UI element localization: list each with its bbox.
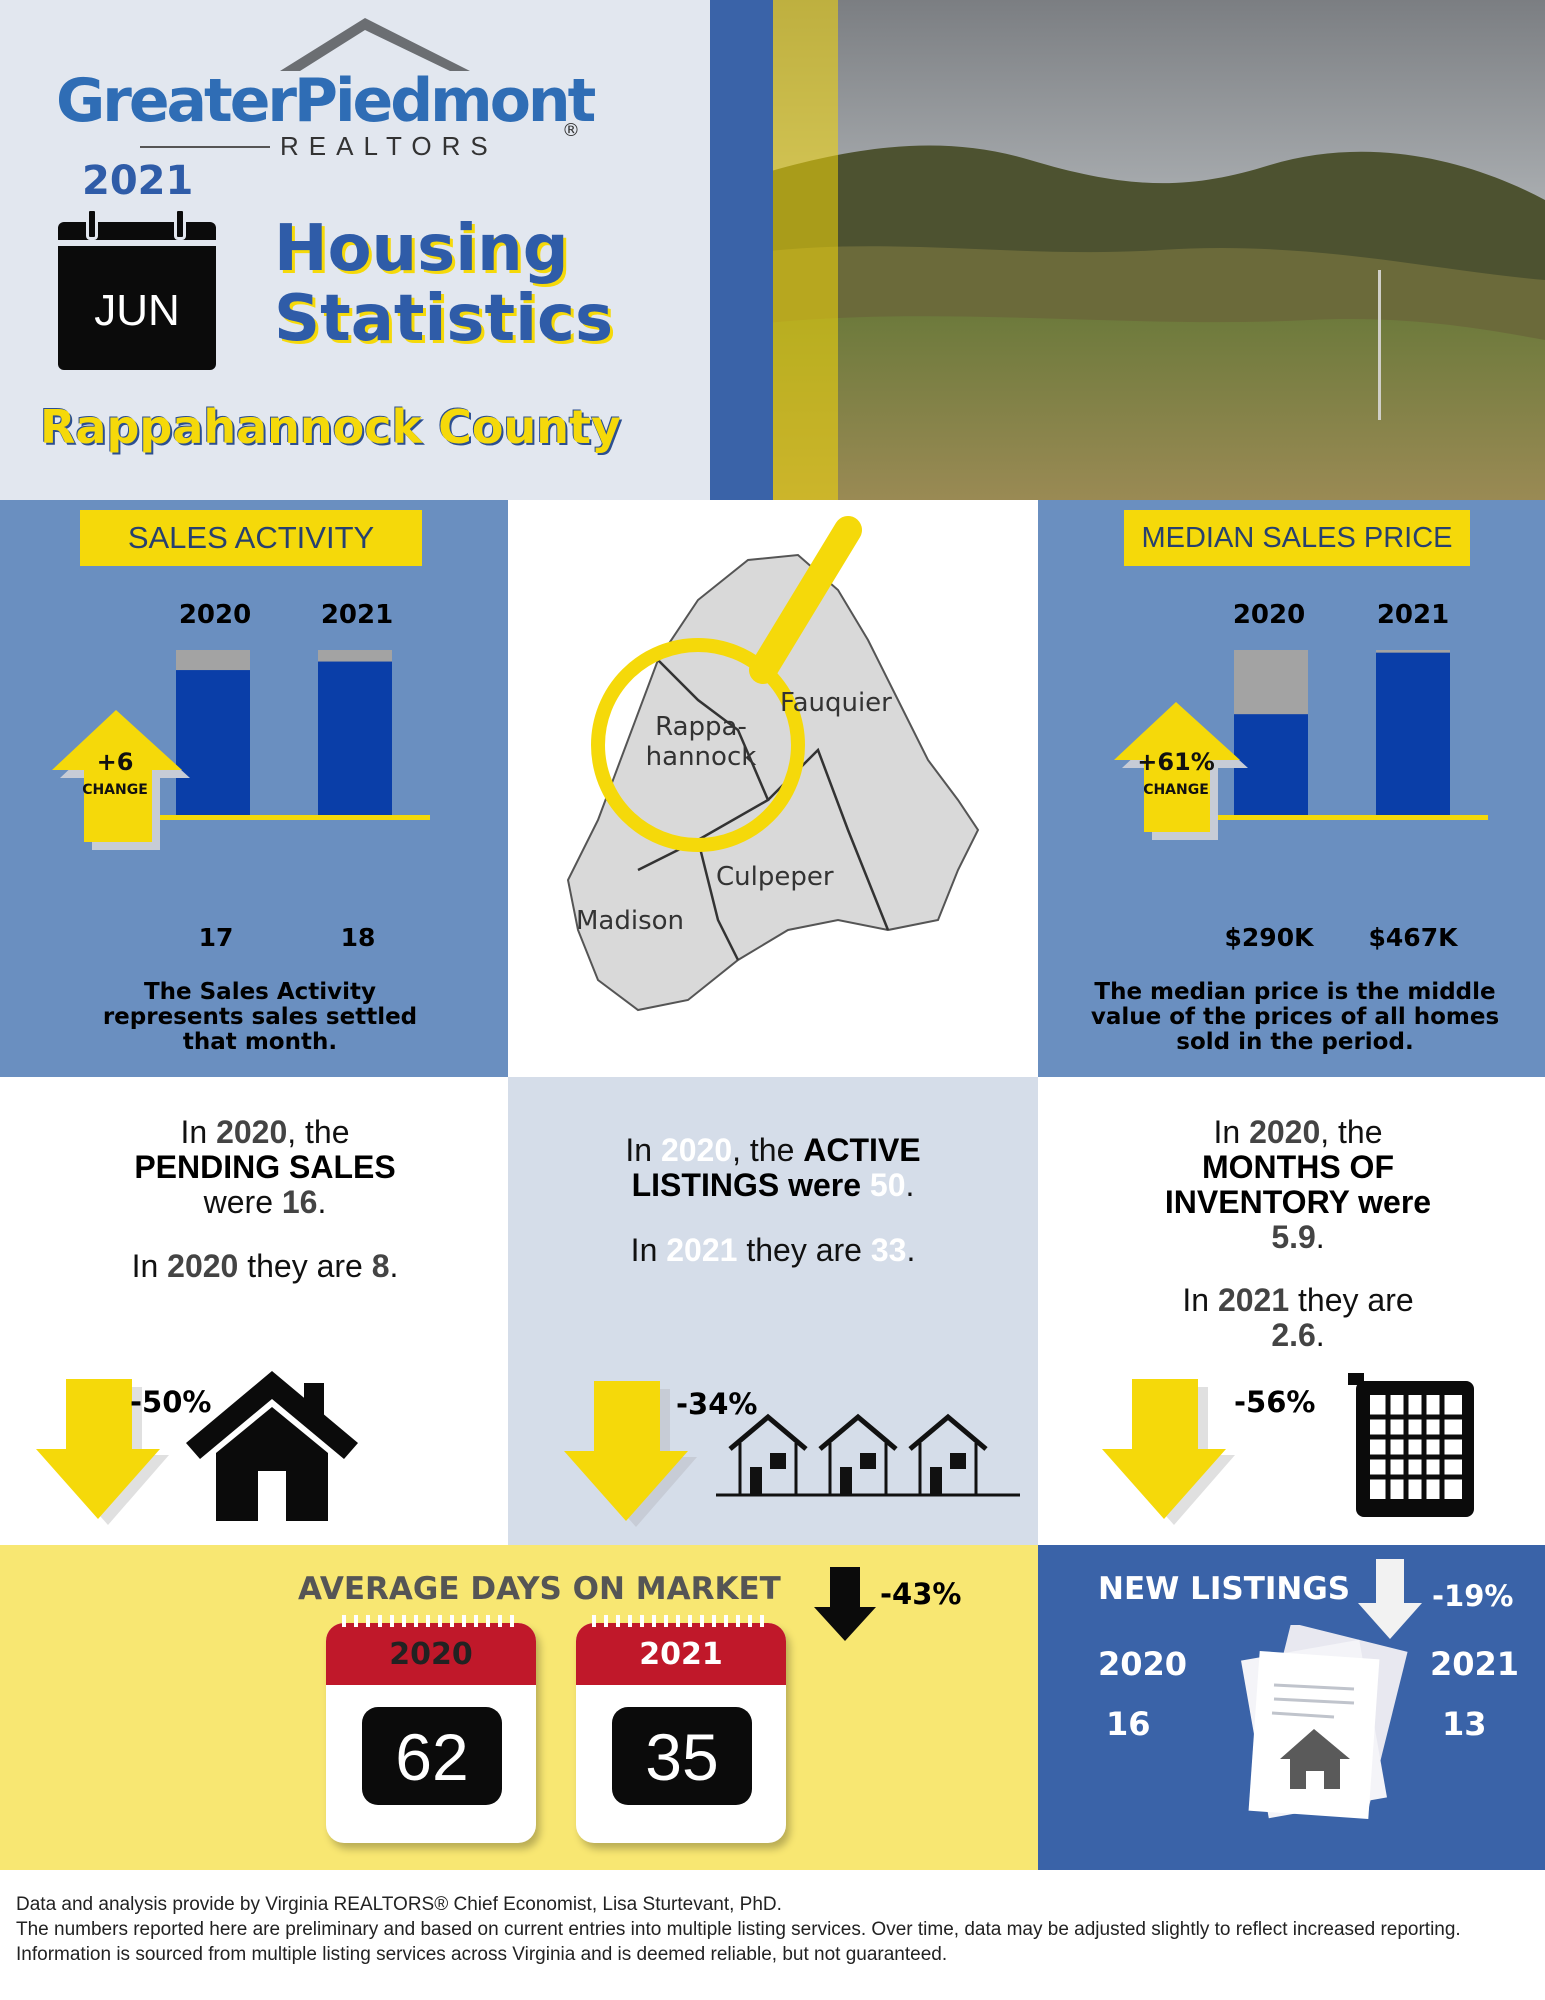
mp-year-2021: 2021 — [1376, 600, 1450, 630]
inventory-panel: In 2020, the MONTHS OF INVENTORY were 5.… — [1038, 1077, 1545, 1545]
mp-note: The median price is the middle value of … — [1090, 979, 1500, 1055]
sa-value-2020: 17 — [198, 923, 234, 952]
dom-year-2020: 2020 — [389, 1637, 473, 1672]
down-arrow-white-icon — [1358, 1559, 1422, 1639]
pending-pct: -50% — [130, 1385, 212, 1419]
down-arrow-icon — [564, 1381, 697, 1527]
new-listings-panel: NEW LISTINGS -19% 2020 2021 16 13 — [1038, 1545, 1545, 1870]
map-panel: Rappa- hannock Fauquier Culpeper Madison — [508, 500, 1038, 1077]
mp-year-2020: 2020 — [1232, 600, 1306, 630]
inventory-text-2: In 2021 they are 2.6. — [1182, 1282, 1414, 1353]
nl-year-2020: 2020 — [1098, 1645, 1188, 1683]
nl-title: NEW LISTINGS — [1098, 1571, 1351, 1607]
sales-activity-bar-2021 — [318, 661, 392, 815]
title-line2: Statistics — [274, 282, 614, 356]
active-listings-panel: In 2020, the ACTIVE LISTINGS were 50. In… — [508, 1077, 1038, 1545]
dom-pct: -43% — [880, 1577, 962, 1611]
title-line1: Housing — [274, 212, 569, 286]
days-on-market-panel: AVERAGE DAYS ON MARKET -43% 2020 62 2021… — [0, 1545, 1038, 1870]
median-price-bar-2020 — [1234, 714, 1308, 815]
county-map — [566, 516, 980, 1012]
sales-activity-tag: SALES ACTIVITY — [80, 510, 422, 566]
mp-value-2020: $290K — [1224, 923, 1314, 952]
dom-value-2020: 62 — [395, 1720, 469, 1794]
pending-sales-panel: In 2020, the PENDING SALES were 16. In 2… — [0, 1077, 508, 1545]
sales-activity-baseline — [140, 815, 430, 820]
footer-line1: Data and analysis provide by Virginia RE… — [16, 1894, 782, 1915]
header-panel: GreaterPiedmont REALTORS ® 2021 JUN Hous… — [0, 0, 710, 500]
house-icon — [186, 1371, 358, 1521]
map-label-fauquier: Fauquier — [780, 688, 892, 718]
calendar-grid-icon — [1348, 1373, 1474, 1517]
sales-activity-chart — [140, 650, 430, 820]
nl-value-2020: 16 — [1106, 1705, 1151, 1743]
dom-calendar-2020: 2020 62 — [326, 1615, 536, 1843]
logo-divider — [140, 146, 270, 148]
sa-change-value: +6 — [96, 748, 134, 776]
houses-row-icon — [716, 1413, 1020, 1497]
median-price-tag: MEDIAN SALES PRICE — [1124, 510, 1470, 566]
active-text-1: In 2020, the ACTIVE LISTINGS were 50. — [625, 1132, 921, 1203]
county-title: Rappahannock County — [40, 400, 621, 454]
inventory-pct: -56% — [1234, 1385, 1316, 1419]
logo-brand: GreaterPiedmont — [56, 66, 596, 136]
inventory-text-1: In 2020, the MONTHS OF INVENTORY were 5.… — [1164, 1114, 1432, 1255]
dom-value-2021: 35 — [645, 1720, 719, 1794]
calendar-month: JUN — [94, 286, 180, 335]
sa-value-2021: 18 — [340, 923, 376, 952]
median-price-bar-2021 — [1376, 652, 1450, 815]
sa-note: The Sales Activity represents sales sett… — [102, 979, 418, 1055]
sales-activity-bar-2020 — [176, 670, 250, 815]
median-price-chart — [1198, 650, 1488, 820]
logo-sub: REALTORS — [280, 131, 498, 161]
nl-pct: -19% — [1432, 1579, 1514, 1613]
mp-change-value: +61% — [1137, 748, 1215, 776]
registered-mark: ® — [562, 120, 580, 141]
logo-roof-icon — [280, 18, 470, 71]
documents-icon — [1241, 1625, 1408, 1819]
calendar-icon: JUN — [58, 208, 216, 370]
landscape-photo — [710, 0, 1545, 500]
map-label-culpeper: Culpeper — [716, 862, 834, 892]
median-price-panel: MEDIAN SALES PRICE 2020 2021 +61% CHANGE… — [1038, 500, 1545, 1077]
mp-value-2021: $467K — [1368, 923, 1458, 952]
pending-text-1: In 2020, the PENDING SALES were 16. — [134, 1114, 396, 1220]
sales-activity-panel: SALES ACTIVITY 2020 2021 +6 CHANGE 17 18… — [0, 500, 508, 1077]
nl-year-2021: 2021 — [1430, 1645, 1520, 1683]
mp-change-label: CHANGE — [1143, 782, 1209, 798]
sa-change-label: CHANGE — [82, 782, 148, 798]
dom-year-2021: 2021 — [639, 1637, 723, 1672]
footer-line2: The numbers reported here are preliminar… — [16, 1919, 1461, 1965]
active-pct: -34% — [676, 1387, 758, 1421]
up-arrow-icon — [1114, 702, 1248, 840]
nl-value-2021: 13 — [1442, 1705, 1487, 1743]
dom-title: AVERAGE DAYS ON MARKET — [298, 1571, 781, 1607]
down-arrow-icon — [1102, 1379, 1235, 1525]
median-price-baseline — [1198, 815, 1488, 820]
header-year: 2021 — [82, 158, 194, 204]
down-arrow-black-icon — [814, 1567, 876, 1641]
map-label-madison: Madison — [576, 906, 685, 936]
active-text-2: In 2021 they are 33. — [630, 1232, 916, 1268]
sa-year-2021: 2021 — [320, 600, 394, 630]
map-label-hannock: hannock — [645, 742, 757, 772]
down-arrow-icon — [36, 1379, 169, 1525]
dom-calendar-2021: 2021 35 — [576, 1615, 786, 1843]
pending-text-2: In 2020 they are 8. — [131, 1248, 399, 1284]
map-label-rappa: Rappa- — [655, 712, 747, 742]
sa-year-2020: 2020 — [178, 600, 252, 630]
up-arrow-icon — [52, 710, 190, 850]
